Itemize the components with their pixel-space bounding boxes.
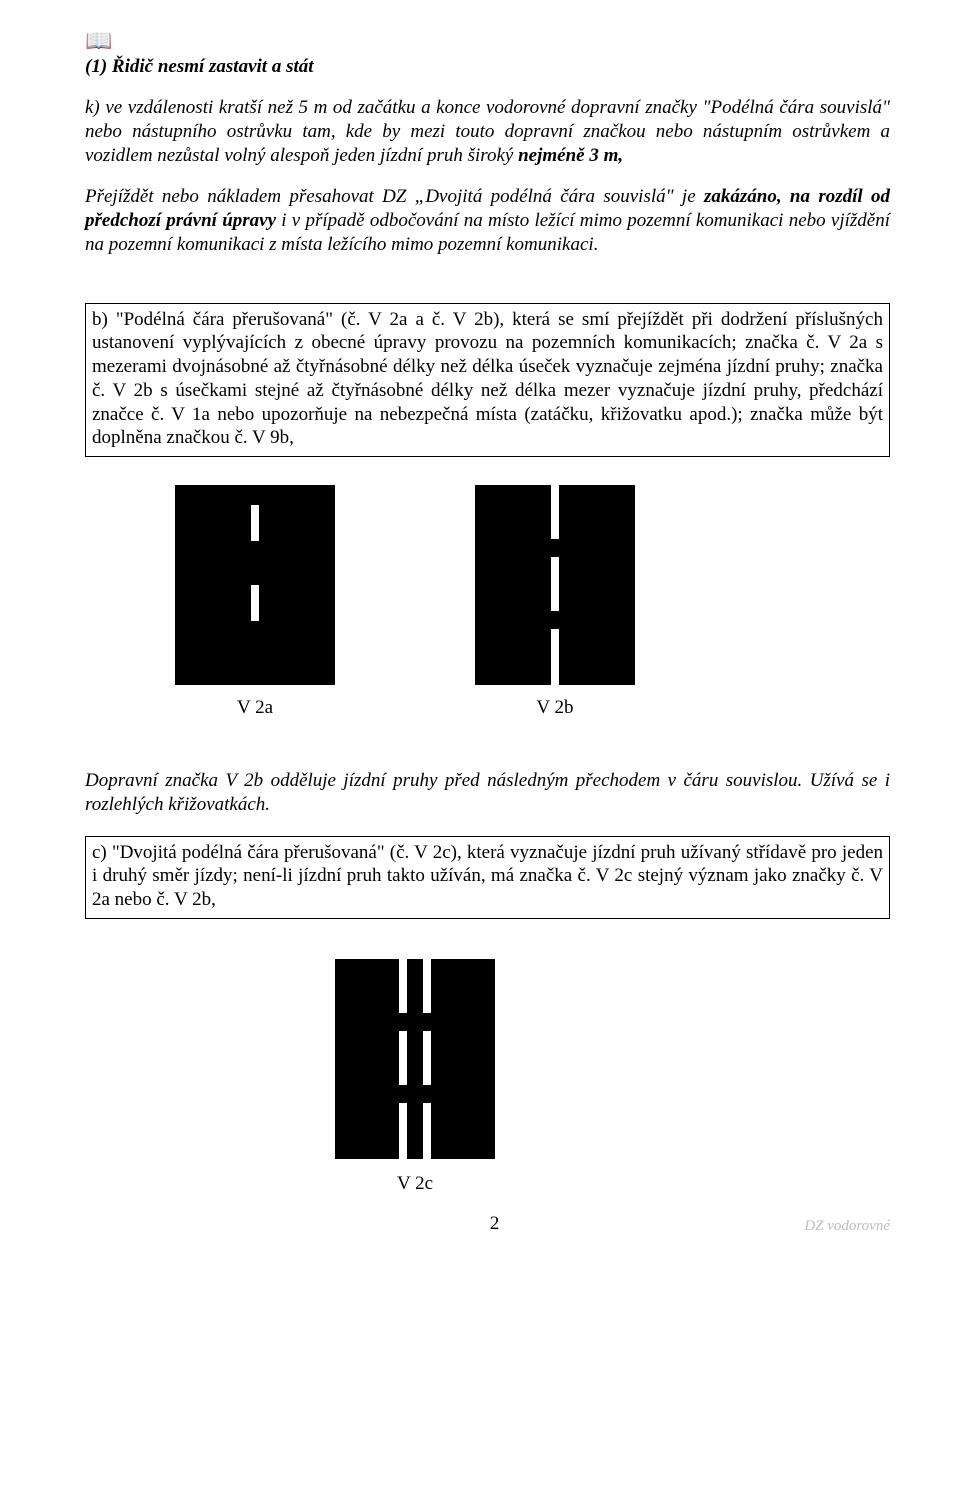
signs-row-v2c: V 2c <box>335 959 890 1195</box>
caption-v2b: V 2b <box>475 697 635 719</box>
captions-row-v2ab: V 2a V 2b <box>175 697 890 719</box>
page-footer: 2 DZ vodorovné <box>85 1213 890 1235</box>
sign-v2b-svg <box>475 485 635 685</box>
caption-v2c: V 2c <box>335 1173 495 1195</box>
caption-v2a: V 2a <box>175 697 335 719</box>
sign-v2b <box>475 485 635 685</box>
sign-v2c-svg <box>335 959 495 1159</box>
paragraph-prejizdet: Přejíždět nebo nákladem přesahovat DZ „D… <box>85 185 890 256</box>
paragraph-k: k) ve vzdálenosti kratší než 5 m od začá… <box>85 96 890 167</box>
footer-reference: DZ vodorovné <box>804 1218 890 1235</box>
book-icon: 📖 <box>85 30 890 52</box>
para2-a: Přejíždět nebo nákladem přesahovat DZ „D… <box>85 186 704 207</box>
definition-box-c: c) "Dvojitá podélná čára přerušovaná" (č… <box>85 836 890 919</box>
sign-v2a-svg <box>175 485 335 685</box>
para-k-bold: nejméně 3 m, <box>518 145 623 166</box>
sign-v2c: V 2c <box>335 959 495 1195</box>
page: 📖 (1) Řidič nesmí zastavit a stát k) ve … <box>0 0 960 1255</box>
note-v2b: Dopravní značka V 2b odděluje jízdní pru… <box>85 769 890 818</box>
definition-box-b: b) "Podélná čára přerušovaná" (č. V 2a a… <box>85 303 890 458</box>
signs-row-v2ab <box>175 485 890 685</box>
para-k-text: k) ve vzdálenosti kratší než 5 m od začá… <box>85 97 890 166</box>
section-heading: (1) Řidič nesmí zastavit a stát <box>85 56 890 78</box>
sign-v2a <box>175 485 335 685</box>
spacer <box>85 275 890 303</box>
page-number: 2 <box>185 1213 804 1235</box>
